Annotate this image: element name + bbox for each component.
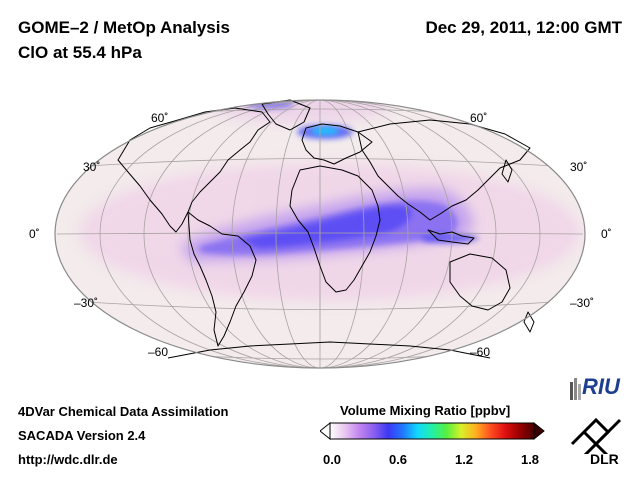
credit-line-1: 4DVar Chemical Data Assimilation <box>18 404 229 419</box>
australia-coast <box>449 253 511 311</box>
lat-label-left-60n: 60˚ <box>151 111 169 125</box>
south-america-coast <box>187 211 257 347</box>
colorbar-tick-label: 0.0 <box>322 452 342 467</box>
lat-label-right-60s: –60 <box>470 345 491 359</box>
colorbar-low-arrow <box>320 421 331 441</box>
africa-coast <box>289 165 381 293</box>
dlr-logo <box>570 417 622 454</box>
lat-label-right-30s: –30˚ <box>570 296 595 310</box>
antarctica-coast <box>167 341 491 359</box>
colorbar-tick-label: 0.6 <box>388 452 408 467</box>
lat-label-left-60s: –60 <box>148 345 169 359</box>
title-line-1: GOME–2 / MetOp Analysis <box>18 18 230 37</box>
north-america-coast <box>117 107 271 233</box>
asia-coast <box>357 119 531 221</box>
colorbar-title: Volume Mixing Ratio [ppbv] <box>340 403 511 418</box>
indonesia-coast <box>427 229 475 245</box>
lat-label-left-30n: 30˚ <box>83 160 101 174</box>
date-time: Dec 29, 2011, 12:00 GMT <box>425 18 622 37</box>
credit-line-2: SACADA Version 2.4 <box>18 428 146 443</box>
greenland-coast <box>261 99 311 131</box>
credit-line-3: http://wdc.dlr.de <box>18 452 118 467</box>
lat-label-right-30n: 30˚ <box>570 160 588 174</box>
title-line-2: ClO at 55.4 hPa <box>18 43 142 62</box>
lat-label-right-0: 0˚ <box>601 227 612 241</box>
lat-label-left-30s: –30˚ <box>74 296 99 310</box>
colorbar-gradient <box>329 422 535 440</box>
riu-logo-text: RIU <box>582 374 621 399</box>
colorbar-tick-label: 1.8 <box>520 452 540 467</box>
riu-logo: RIU <box>570 374 621 400</box>
map-outline <box>54 99 586 369</box>
japan-coast <box>501 159 513 183</box>
colorbar-tick-label: 1.2 <box>454 452 474 467</box>
dlr-logo-text: DLR <box>590 451 619 467</box>
colorbar <box>320 421 545 441</box>
coastlines <box>117 99 535 359</box>
clo-field <box>80 100 580 302</box>
europe-coast <box>301 123 373 165</box>
colorbar-high-arrow <box>533 421 545 441</box>
lat-label-left-0: 0˚ <box>29 227 40 241</box>
lat-label-right-60n: 60˚ <box>470 111 488 125</box>
